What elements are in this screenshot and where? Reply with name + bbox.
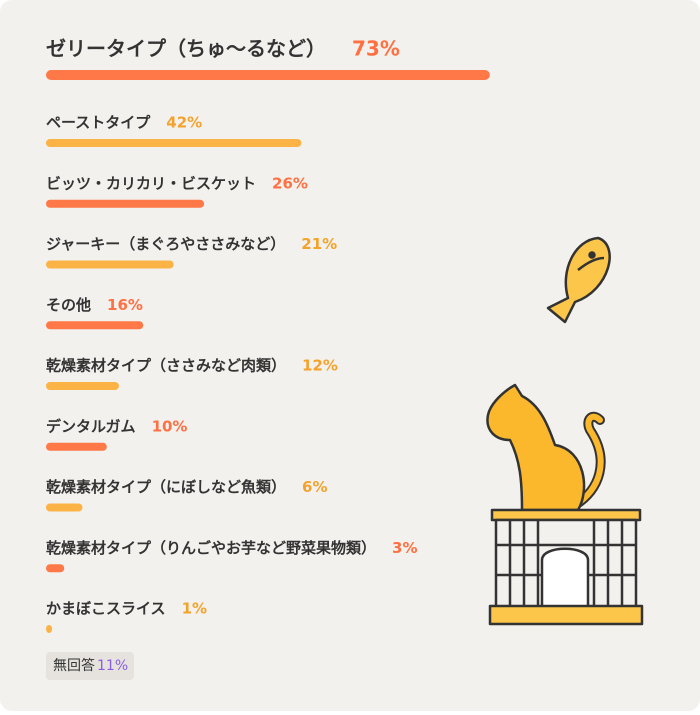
bar [46,564,65,573]
bar [46,503,83,512]
cat-illustration [486,383,644,626]
fish-illustration [546,236,611,324]
category-label: ペーストタイプ [46,114,151,132]
value-label: 12% [302,357,338,375]
no-answer-value: 11% [97,658,128,674]
value-label: 42% [166,114,202,132]
category-label: ゼリータイプ（ちゅ〜るなど） [46,37,326,61]
value-label: 16% [107,296,143,314]
bar [46,260,174,269]
bar [46,382,119,390]
value-label: 26% [272,174,308,192]
value-label: 6% [302,478,327,496]
value-label: 3% [392,539,417,557]
category-label: ビッツ・カリカリ・ビスケット [46,174,256,192]
category-label: 乾燥素材タイプ（りんごやお芋など野菜果物類） [46,539,376,557]
bar [46,70,490,80]
value-label: 10% [152,417,188,435]
bar [46,199,205,208]
no-answer-chip [46,652,134,680]
bar [46,442,107,451]
value-label: 1% [182,600,207,618]
no-answer-label: 無回答 [53,657,95,674]
bar [46,321,144,330]
bar [46,139,302,147]
category-label: デンタルガム [46,417,136,435]
category-label: その他 [46,296,91,314]
category-label: 乾燥素材タイプ（にぼしなど魚類） [46,478,286,496]
category-label: ジャーキー（まぐろやささみなど） [46,235,285,253]
category-label: かまぼこスライス [46,600,166,618]
bar [46,625,53,633]
category-label: 乾燥素材タイプ（ささみなど肉類） [46,357,286,375]
value-label: 21% [301,235,337,253]
value-label: 73% [352,37,400,61]
